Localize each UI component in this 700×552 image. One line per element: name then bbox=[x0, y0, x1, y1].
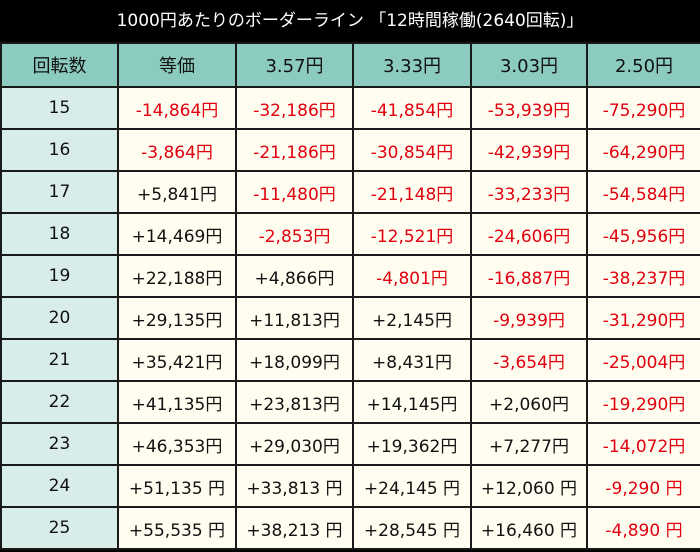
table-row: 21 +35,421円 +18,099円 +8,431円 -3,654円 -25,004円 bbox=[0, 338, 700, 382]
header-rate-250: 2.50円 bbox=[586, 42, 700, 88]
spins-cell: 19 bbox=[0, 254, 119, 298]
value-cell: -4,801円 bbox=[352, 254, 472, 298]
header-row: 回転数 等価 3.57円 3.33円 3.03円 2.50円 bbox=[0, 42, 700, 88]
value-cell: -75,290円 bbox=[586, 86, 700, 130]
value-cell: +14,469円 bbox=[117, 212, 237, 256]
value-cell: -21,148円 bbox=[352, 170, 472, 214]
value-cell: +19,362円 bbox=[352, 422, 472, 466]
spins-cell: 21 bbox=[0, 338, 119, 382]
table-row: 23 +46,353円 +29,030円 +19,362円 +7,277円 -14,072… bbox=[0, 422, 700, 466]
value-cell: -2,853円 bbox=[235, 212, 354, 256]
value-cell: -41,854円 bbox=[352, 86, 472, 130]
value-cell: +14,145円 bbox=[352, 380, 472, 424]
value-cell: +55,535 円 bbox=[117, 506, 237, 550]
value-cell: +41,135円 bbox=[117, 380, 237, 424]
spins-cell: 25 bbox=[0, 506, 119, 550]
table-row: 19 +22,188円 +4,866円 -4,801円 -16,887円 -38,237円 bbox=[0, 254, 700, 298]
value-cell: -24,606円 bbox=[470, 212, 588, 256]
table-row: 25 +55,535 円 +38,213 円 +28,545 円 +16,460 円 -4… bbox=[0, 506, 700, 550]
header-rate-333: 3.33円 bbox=[352, 42, 472, 88]
value-cell: +35,421円 bbox=[117, 338, 237, 382]
value-cell: -19,290円 bbox=[586, 380, 700, 424]
value-cell: -45,956円 bbox=[586, 212, 700, 256]
header-equal-rate: 等価 bbox=[117, 42, 237, 88]
value-cell: -21,186円 bbox=[235, 128, 354, 172]
table-row: 24 +51,135 円 +33,813 円 +24,145 円 +12,060 円 -9… bbox=[0, 464, 700, 508]
value-cell: -64,290円 bbox=[586, 128, 700, 172]
header-rate-303: 3.03円 bbox=[470, 42, 588, 88]
value-cell: -3,654円 bbox=[470, 338, 588, 382]
value-cell: -42,939円 bbox=[470, 128, 588, 172]
border-line-table: 回転数 等価 3.57円 3.33円 3.03円 2.50円 15 -14,864… bbox=[0, 42, 700, 550]
value-cell: -3,864円 bbox=[117, 128, 237, 172]
value-cell: +38,213 円 bbox=[235, 506, 354, 550]
value-cell: -38,237円 bbox=[586, 254, 700, 298]
value-cell: +4,866円 bbox=[235, 254, 354, 298]
value-cell: -12,521円 bbox=[352, 212, 472, 256]
value-cell: +2,145円 bbox=[352, 296, 472, 340]
value-cell: +29,135円 bbox=[117, 296, 237, 340]
value-cell: +24,145 円 bbox=[352, 464, 472, 508]
spins-cell: 18 bbox=[0, 212, 119, 256]
table-title: 1000円あたりのボーダーライン 「12時間稼働(2640回転)」 bbox=[0, 0, 700, 42]
spins-cell: 23 bbox=[0, 422, 119, 466]
value-cell: +51,135 円 bbox=[117, 464, 237, 508]
value-cell: -9,290 円 bbox=[586, 464, 700, 508]
table-row: 15 -14,864円 -32,186円 -41,854円 -53,939円 -75,29… bbox=[0, 86, 700, 130]
spins-cell: 20 bbox=[0, 296, 119, 340]
header-rate-357: 3.57円 bbox=[235, 42, 354, 88]
value-cell: -30,854円 bbox=[352, 128, 472, 172]
value-cell: -32,186円 bbox=[235, 86, 354, 130]
value-cell: -11,480円 bbox=[235, 170, 354, 214]
value-cell: +12,060 円 bbox=[470, 464, 588, 508]
value-cell: -31,290円 bbox=[586, 296, 700, 340]
value-cell: +8,431円 bbox=[352, 338, 472, 382]
value-cell: +29,030円 bbox=[235, 422, 354, 466]
spins-cell: 22 bbox=[0, 380, 119, 424]
spins-cell: 15 bbox=[0, 86, 119, 130]
table-row: 22 +41,135円 +23,813円 +14,145円 +2,060円 -19,290… bbox=[0, 380, 700, 424]
value-cell: -25,004円 bbox=[586, 338, 700, 382]
spins-cell: 24 bbox=[0, 464, 119, 508]
value-cell: -9,939円 bbox=[470, 296, 588, 340]
value-cell: +7,277円 bbox=[470, 422, 588, 466]
header-spins: 回転数 bbox=[0, 42, 119, 88]
value-cell: -16,887円 bbox=[470, 254, 588, 298]
table-row: 20 +29,135円 +11,813円 +2,145円 -9,939円 -31,290円 bbox=[0, 296, 700, 340]
value-cell: +46,353円 bbox=[117, 422, 237, 466]
value-cell: +23,813円 bbox=[235, 380, 354, 424]
table-row: 18 +14,469円 -2,853円 -12,521円 -24,606円 -45,956… bbox=[0, 212, 700, 256]
value-cell: +2,060円 bbox=[470, 380, 588, 424]
table-row: 16 -3,864円 -21,186円 -30,854円 -42,939円 -64,290… bbox=[0, 128, 700, 172]
value-cell: -53,939円 bbox=[470, 86, 588, 130]
value-cell: +11,813円 bbox=[235, 296, 354, 340]
value-cell: -33,233円 bbox=[470, 170, 588, 214]
value-cell: -4,890 円 bbox=[586, 506, 700, 550]
value-cell: +18,099円 bbox=[235, 338, 354, 382]
value-cell: +22,188円 bbox=[117, 254, 237, 298]
value-cell: +5,841円 bbox=[117, 170, 237, 214]
value-cell: -14,864円 bbox=[117, 86, 237, 130]
table-row: 17 +5,841円 -11,480円 -21,148円 -33,233円 -54,584… bbox=[0, 170, 700, 214]
value-cell: -14,072円 bbox=[586, 422, 700, 466]
spins-cell: 17 bbox=[0, 170, 119, 214]
spins-cell: 16 bbox=[0, 128, 119, 172]
value-cell: +33,813 円 bbox=[235, 464, 354, 508]
value-cell: +28,545 円 bbox=[352, 506, 472, 550]
value-cell: +16,460 円 bbox=[470, 506, 588, 550]
value-cell: -54,584円 bbox=[586, 170, 700, 214]
